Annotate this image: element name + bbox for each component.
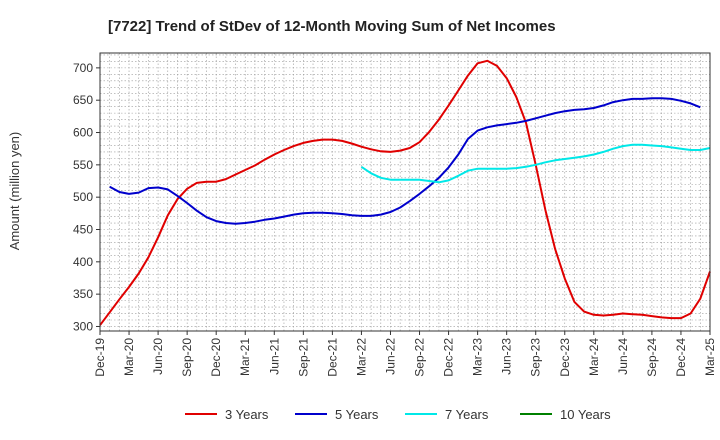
y-tick-label: 500 [73,190,93,204]
x-tick-label: Sep-22 [413,338,427,377]
x-tick-label: Dec-23 [558,338,572,377]
x-tick-label: Sep-20 [180,338,194,377]
x-tick-label: Dec-20 [209,338,223,377]
series-line-2 [360,143,711,184]
x-tick-label: Sep-23 [529,338,543,377]
x-tick-label: Dec-22 [442,338,456,377]
x-tick-label: Jun-20 [151,338,165,375]
x-tick-label: Jun-22 [383,338,397,375]
legend-label-0: 3 Years [225,407,269,422]
y-axis-label: Amount (million yen) [7,132,22,251]
legend: 3 Years 5 Years 7 Years 10 Years [185,407,611,422]
y-tick-label: 700 [73,61,93,75]
series-line-0 [99,59,711,326]
y-tick-label: 450 [73,222,93,236]
x-tick-label: Jun-24 [616,338,630,375]
x-tick-label: Mar-25 [703,338,717,376]
x-tick-label: Dec-24 [674,338,688,377]
x-tick-label: Jun-21 [267,338,281,375]
series-lines [99,59,711,326]
x-tick-label: Mar-24 [587,338,601,376]
legend-label-2: 7 Years [445,407,489,422]
y-tick-label: 550 [73,158,93,172]
y-tick-label: 400 [73,255,93,269]
x-tick-label: Mar-20 [122,338,136,376]
x-axis: Dec-19 Mar-20 Jun-20 Sep-20 Dec-20 Mar-21 Jun-… [93,331,717,377]
x-tick-label: Sep-24 [645,338,659,377]
x-tick-label: Mar-21 [238,338,252,376]
chart-title: [7722] Trend of StDev of 12-Month Moving… [108,18,556,35]
y-tick-label: 300 [73,319,93,333]
x-tick-label: Mar-22 [354,338,368,376]
y-tick-label: 650 [73,93,93,107]
x-tick-label: Dec-19 [93,338,107,377]
x-tick-label: Jun-23 [500,338,514,375]
plot-frame [99,52,711,332]
x-tick-label: Mar-23 [471,338,485,376]
series-line-1 [109,97,701,225]
x-tick-label: Dec-21 [325,338,339,377]
grid [100,53,710,331]
y-tick-label: 600 [73,126,93,140]
legend-label-3: 10 Years [560,407,611,422]
y-axis: 300 350 400 450 500 550 600 650 700 [73,61,100,333]
legend-label-1: 5 Years [335,407,379,422]
x-tick-label: Sep-21 [296,338,310,377]
y-tick-label: 350 [73,287,93,301]
